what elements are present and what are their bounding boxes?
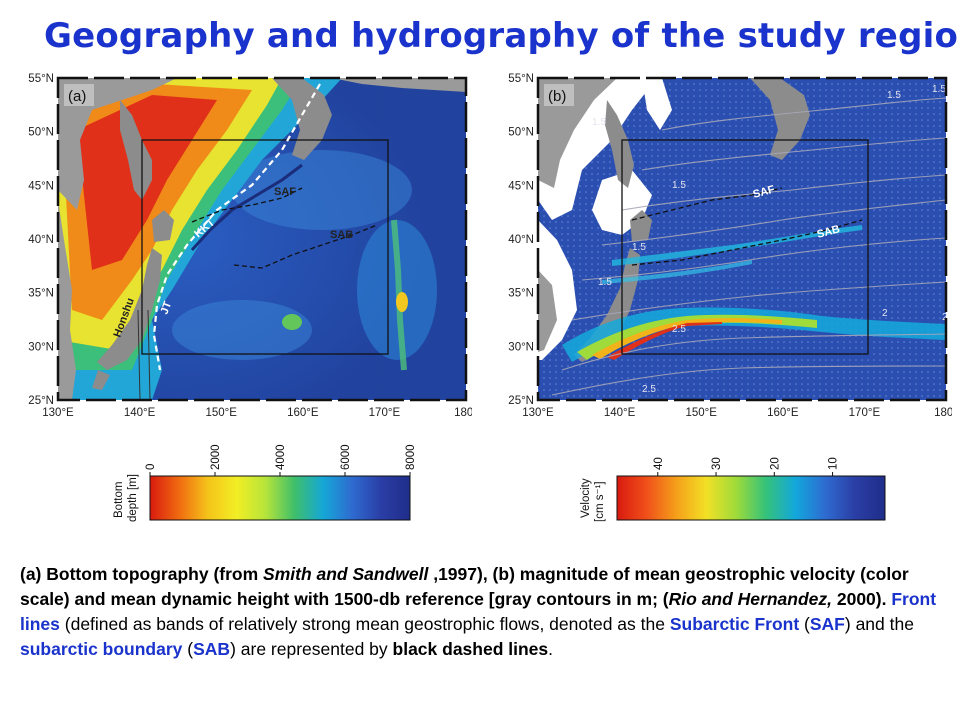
caption-part: black dashed lines	[392, 639, 549, 659]
cbar-a-label2: depth [m]	[127, 474, 139, 522]
caption-highlight: Subarctic Front	[669, 614, 800, 634]
colorbar-tick-label: 4000	[275, 444, 287, 470]
cbar-b-gradient	[616, 475, 886, 521]
label-sab-b: SAB	[816, 223, 842, 241]
lon-tick-label: 180°	[454, 407, 472, 419]
land-honshu	[97, 248, 162, 370]
label-sab-a: SAB	[330, 229, 353, 241]
lon-tick-label: 140°E	[604, 407, 636, 419]
label-saf-b: SAF	[752, 184, 777, 201]
saf-line	[191, 187, 303, 223]
land-sakhalin	[120, 100, 152, 200]
colorbar-depth: Bottom depth [m] 0 2000 4000 6000 8000	[108, 440, 448, 528]
caption-part: (defined as bands of relatively strong m…	[59, 614, 670, 634]
saf-line-b	[631, 187, 783, 221]
lat-tick-label: 30°N	[508, 341, 534, 353]
lat-tick-label: 35°N	[508, 288, 534, 300]
colorbar-tick-label: 30	[711, 457, 723, 470]
caption-highlight: Front lines	[20, 589, 937, 634]
lon-tick-label: 170°E	[849, 407, 881, 419]
caption-highlight: subarctic boundary	[20, 639, 183, 659]
caption-part: 2000).	[832, 589, 892, 609]
label-saf-a: SAF	[274, 186, 296, 198]
colorbar-tick-label: 2000	[210, 444, 222, 470]
contour-label: 2.5	[642, 384, 656, 395]
map-panel-a: SAF SAB KKT JT Honshu (a) 55°N 50°N 45°N 40…	[2, 70, 472, 420]
lon-tick-label: 140°E	[124, 407, 156, 419]
panel-letter-b: (b)	[548, 88, 566, 105]
lon-tick-label: 170°E	[369, 407, 401, 419]
contour-label: 1.5	[887, 90, 901, 101]
lat-tick-label: 50°N	[28, 127, 54, 139]
lat-tick-label: 55°N	[28, 73, 54, 85]
lat-tick-label: 25°N	[28, 395, 54, 407]
map-panel-b: SAF SAB 1.5 1.5 1.5 1.5 2 2.5 2 2.5 1.5 1.5 (b) 5…	[482, 70, 952, 420]
contour-label: 1.5	[592, 117, 606, 128]
caption-part: ,1997), (b) magnitude of mean geostrophi…	[20, 564, 909, 609]
map-b-frame	[536, 76, 948, 402]
colorbar-velocity: Velocity [cm s⁻¹] 40 30 20 10	[575, 440, 915, 528]
lon-tick-label: 150°E	[685, 407, 717, 419]
caption-part: (	[182, 639, 194, 659]
sab-line	[233, 224, 378, 269]
caption-part: ) and the	[844, 614, 914, 634]
sab-line-b	[631, 219, 863, 266]
lat-tick-label: 25°N	[508, 395, 534, 407]
colorbar-tick-label: 20	[769, 457, 781, 470]
cbar-b-label1: Velocity	[580, 478, 592, 518]
lon-tick-label: 160°E	[767, 407, 799, 419]
contour-label: 1.5	[672, 180, 686, 191]
contour-label: 2.5	[672, 324, 686, 335]
contour-label: 2	[942, 312, 948, 323]
colorbar-tick-label: 10	[828, 457, 840, 470]
lon-tick-label: 180°	[934, 407, 952, 419]
colorbar-tick-label: 6000	[340, 444, 352, 470]
colorbar-tick-label: 40	[653, 457, 665, 470]
study-box	[141, 139, 389, 355]
contour-label: 2	[882, 308, 888, 319]
land-hokkaido	[152, 210, 174, 242]
lat-tick-label: 40°N	[28, 234, 54, 246]
map-a-svg: SAF SAB KKT JT Honshu (a) 55°N50°N45°N40…	[28, 73, 472, 419]
dynamic-height-contours	[551, 97, 947, 396]
map-b-svg: SAF SAB 1.5 1.5 1.5 1.5 2 2.5 2 2.5 1.5 1.5 (b) 5…	[508, 73, 952, 419]
caption-part: Smith and Sandwell	[263, 564, 429, 584]
lat-tick-label: 45°N	[28, 180, 54, 192]
caption-part: (a) Bottom topography (from	[20, 564, 264, 584]
cbar-b-label2: [cm s⁻¹]	[594, 481, 606, 522]
caption-part: .	[548, 639, 554, 659]
label-jt: JT	[159, 300, 175, 316]
contour-label: 1.5	[598, 277, 612, 288]
figure-caption: (a) Bottom topography (from Smith and Sa…	[20, 562, 940, 662]
lat-tick-label: 30°N	[28, 341, 54, 353]
lon-tick-label: 150°E	[205, 407, 237, 419]
caption-part: (	[799, 614, 810, 634]
lat-tick-label: 50°N	[508, 127, 534, 139]
contour-label: 1.5	[632, 242, 646, 253]
lon-tick-label: 130°E	[42, 407, 74, 419]
cbar-a-gradient	[149, 475, 411, 521]
study-box-b	[621, 139, 869, 355]
contour-label: 1.5	[932, 84, 946, 95]
caption-highlight: SAB	[193, 639, 231, 659]
caption-highlight: SAF	[809, 614, 845, 634]
page-title: Geography and hydrography of the study r…	[44, 16, 960, 56]
map-a-frame	[56, 76, 468, 402]
lon-tick-label: 160°E	[287, 407, 319, 419]
colorbar-tick-label: 0	[145, 464, 157, 470]
colorbar-tick-label: 8000	[405, 444, 417, 470]
panel-letter-a: (a)	[68, 88, 86, 105]
lat-tick-label: 45°N	[508, 180, 534, 192]
caption-part: ) are represented by	[230, 639, 393, 659]
caption-part: Rio and Hernandez,	[668, 589, 832, 609]
lat-tick-label: 40°N	[508, 234, 534, 246]
lat-tick-label: 35°N	[28, 288, 54, 300]
lat-tick-label: 55°N	[508, 73, 534, 85]
land-asia	[58, 78, 177, 210]
lon-tick-label: 130°E	[522, 407, 554, 419]
kuroshio-path	[152, 83, 321, 371]
cbar-a-label1: Bottom	[113, 482, 125, 518]
